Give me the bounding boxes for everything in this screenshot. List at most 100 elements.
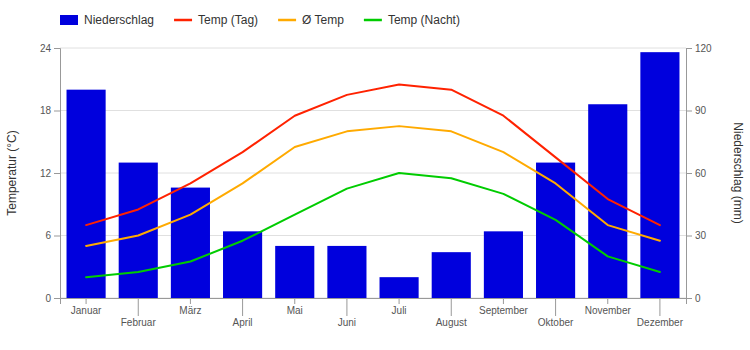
- tick-label: 60: [695, 168, 707, 179]
- tick: September: [479, 298, 529, 316]
- tick-mark: [294, 298, 295, 304]
- tick-label: September: [479, 305, 529, 316]
- tick: 60: [686, 168, 707, 179]
- tick: 90: [686, 105, 707, 116]
- tick-mark: [686, 173, 692, 174]
- tick-label: Juni: [338, 317, 356, 328]
- line: [86, 126, 660, 246]
- tick: April: [233, 298, 253, 328]
- legend: Niederschlag Temp (Tag) Ø Temp Temp (Nacht): [60, 13, 460, 27]
- tick-label: Oktober: [538, 317, 574, 328]
- y-axis: 0 6 12 18 24: [40, 43, 61, 304]
- tick: November: [585, 298, 632, 316]
- legend-label: Temp (Nacht): [388, 13, 460, 27]
- tick-mark: [346, 298, 347, 316]
- chart-svg: 0 6 12 18 24 0 30 60 90 120 Januar Februar März April…: [0, 0, 750, 350]
- tick-mark: [399, 298, 400, 304]
- tick: Dezember: [637, 298, 684, 328]
- tick-mark: [686, 111, 692, 112]
- plot-root: 0 6 12 18 24 0 30 60 90 120 Januar Februar März April…: [40, 43, 712, 328]
- tick-label: April: [233, 317, 253, 328]
- y2-axis-title: Niederschlag (mm): [731, 122, 745, 223]
- legend-swatch: [60, 15, 78, 25]
- legend-item: Temp (Nacht): [364, 13, 460, 27]
- x-axis: Januar Februar März April Mai Juni Juli August S…: [61, 298, 687, 328]
- bar: [327, 246, 366, 298]
- tick-mark: [54, 48, 60, 49]
- bar: [275, 246, 314, 298]
- tick-label: Dezember: [637, 317, 684, 328]
- tick: Juni: [338, 298, 356, 328]
- bar: [484, 231, 523, 298]
- tick-label: Mai: [287, 305, 303, 316]
- grid: [60, 48, 686, 298]
- tick: 30: [686, 230, 707, 241]
- y2-axis: 0 30 60 90 120: [686, 43, 712, 304]
- legend-item: Temp (Tag): [174, 13, 258, 27]
- legend-item: Niederschlag: [60, 13, 154, 27]
- tick: August: [436, 298, 467, 328]
- tick-label: Februar: [121, 317, 157, 328]
- tick: 6: [45, 230, 60, 241]
- tick-mark: [54, 111, 60, 112]
- bar: [432, 252, 471, 298]
- tick-label: 0: [695, 293, 701, 304]
- bar: [171, 188, 210, 298]
- tick: Mai: [287, 298, 303, 316]
- bars: [67, 52, 680, 298]
- tick: Februar: [121, 298, 157, 328]
- tick-label: März: [179, 305, 201, 316]
- legend-label: Niederschlag: [84, 13, 154, 27]
- tick: März: [179, 298, 201, 316]
- legend-item: Ø Temp: [278, 13, 344, 27]
- tick: 24: [40, 43, 60, 54]
- tick-mark: [555, 298, 556, 316]
- tick-label: 24: [40, 43, 52, 54]
- tick-mark: [607, 298, 608, 304]
- tick-mark: [54, 298, 60, 299]
- tick: Oktober: [538, 298, 574, 328]
- legend-swatch: [364, 19, 382, 22]
- tick-label: Januar: [71, 305, 102, 316]
- y-axis-title: Temperatur (°C): [5, 130, 19, 215]
- tick-mark: [190, 298, 191, 304]
- legend-label: Temp (Tag): [198, 13, 258, 27]
- tick-label: 90: [695, 105, 707, 116]
- tick-label: 6: [45, 230, 51, 241]
- axis-domain: [61, 299, 687, 305]
- grid-line: [60, 48, 686, 49]
- tick-label: August: [436, 317, 467, 328]
- line: [86, 84, 660, 225]
- plot-area: [67, 52, 680, 298]
- tick-label: Juli: [392, 305, 407, 316]
- tick-mark: [686, 48, 692, 49]
- tick: Januar: [71, 298, 102, 316]
- tick: Juli: [392, 298, 407, 316]
- tick: 120: [686, 43, 712, 54]
- tick-mark: [138, 298, 139, 316]
- bar: [67, 90, 106, 298]
- tick-mark: [242, 298, 243, 316]
- tick-label: 120: [695, 43, 712, 54]
- axis-domain: [687, 49, 693, 299]
- bar: [380, 277, 419, 298]
- tick-mark: [503, 298, 504, 304]
- lines: [86, 84, 660, 277]
- tick: 12: [40, 168, 60, 179]
- tick-mark: [451, 298, 452, 316]
- line: [86, 173, 660, 277]
- tick-mark: [54, 173, 60, 174]
- tick-label: November: [585, 305, 632, 316]
- tick-label: 18: [40, 105, 52, 116]
- tick: 0: [45, 293, 60, 304]
- axis-domain: [54, 49, 61, 299]
- bar: [640, 52, 679, 298]
- tick-label: 30: [695, 230, 707, 241]
- tick-mark: [54, 236, 60, 237]
- tick-mark: [659, 298, 660, 316]
- tick-label: 12: [40, 168, 52, 179]
- legend-label: Ø Temp: [302, 13, 344, 27]
- legend-swatch: [174, 19, 192, 22]
- legend-swatch: [278, 19, 296, 22]
- tick-mark: [686, 236, 692, 237]
